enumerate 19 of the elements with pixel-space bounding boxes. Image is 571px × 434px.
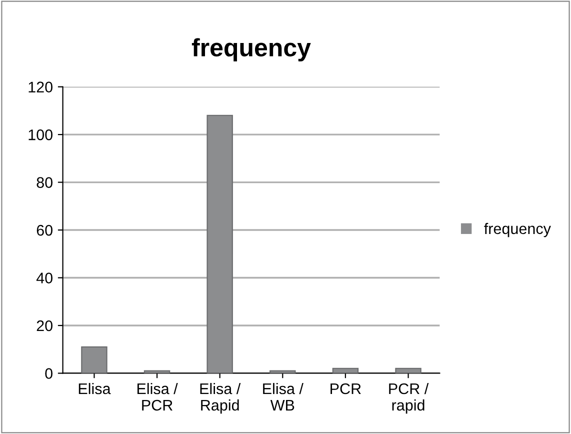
y-tick-label: 80 <box>36 177 52 188</box>
y-tick-label: 60 <box>36 224 52 236</box>
x-tick-label: Elisa / Rapid <box>200 382 241 414</box>
bar <box>81 346 108 374</box>
y-tick-label: 100 <box>28 129 52 140</box>
y-tick-label: 0 <box>45 368 52 379</box>
x-tick-label: PCR / rapid <box>389 382 429 414</box>
x-tick-label: PCR <box>330 383 361 394</box>
y-tick-label: 40 <box>36 272 52 284</box>
x-tick-label: Elisa / WB <box>263 382 304 410</box>
bar <box>332 368 359 374</box>
y-tick-label: 20 <box>36 320 52 332</box>
bar <box>395 368 422 374</box>
bar <box>206 114 233 374</box>
x-tick-label: Elisa / PCR <box>137 382 178 411</box>
x-tick-label: Elisa <box>78 382 111 394</box>
legend-label: frequency <box>484 222 551 238</box>
chart-title: frequency <box>192 38 311 62</box>
y-tick-label: 120 <box>28 82 52 92</box>
